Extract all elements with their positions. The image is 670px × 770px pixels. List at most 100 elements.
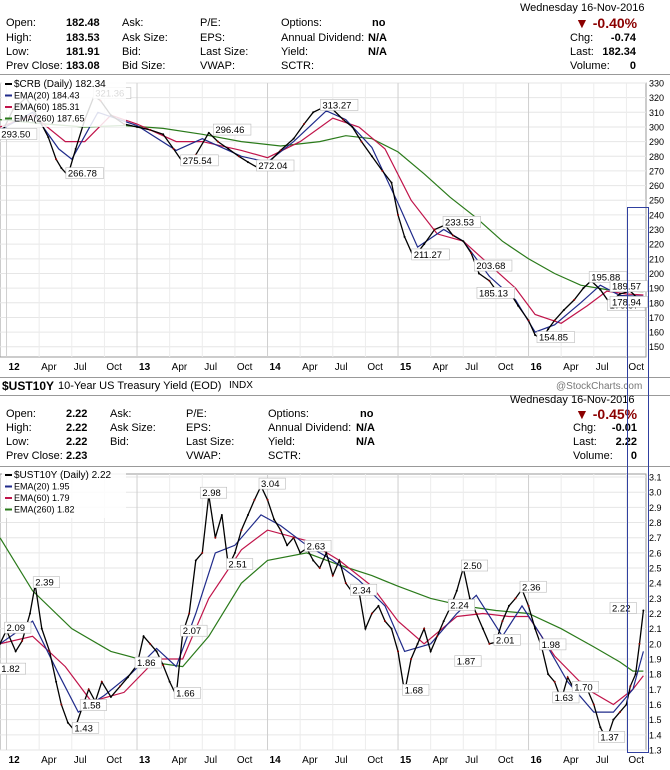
legend-label: EMA(260) 1.82: [14, 505, 75, 515]
x-tick-label: Oct: [106, 362, 122, 373]
y-tick-label: 290: [649, 137, 664, 147]
x-tick-label: Jul: [204, 755, 217, 766]
y-tick-label: 250: [649, 196, 664, 206]
x-tick-label: Jul: [204, 362, 217, 373]
price-point: [634, 673, 637, 676]
annotation-box: [226, 558, 254, 570]
ema60-line: [0, 114, 644, 324]
low-value: 2.22: [66, 436, 88, 448]
x-tick-label: Jul: [465, 362, 478, 373]
stockcharts-watermark[interactable]: @StockCharts.com: [556, 381, 643, 392]
high-value: 183.53: [66, 32, 100, 44]
yield-label: Yield:: [268, 436, 296, 448]
price-point: [240, 529, 243, 532]
annotation-label: 203.68: [476, 261, 505, 272]
legend-label: EMA(20) 184.43: [14, 91, 80, 101]
annotation-box: [609, 602, 637, 614]
annotation-box: [493, 634, 521, 646]
annotation-label: 195.88: [591, 272, 620, 283]
x-tick-label: Jul: [335, 362, 348, 373]
bid-size-label: Bid Size:: [122, 60, 166, 72]
price-annotation: 203.68: [474, 259, 513, 272]
price-annotation: 2.51: [226, 558, 254, 571]
price-point: [55, 680, 58, 683]
low-label: Low:: [6, 46, 30, 58]
price-point: [364, 627, 367, 630]
price-point: [481, 627, 484, 630]
x-tick-label: 12: [9, 362, 21, 373]
y-tick-label: 1.8: [649, 670, 662, 680]
price-point: [216, 140, 219, 143]
y-tick-label: 310: [649, 108, 664, 118]
annotation-box: [536, 331, 575, 343]
y-tick-label: 240: [649, 210, 664, 220]
yield-label: Yield:: [281, 46, 309, 58]
pct-change-value: -0.40%: [592, 15, 638, 31]
price-point: [592, 703, 595, 706]
x-tick-label: 12: [9, 755, 21, 766]
options-label: Options:: [268, 408, 309, 420]
price-annotation: 2.39: [32, 576, 60, 589]
annotation-label: 2.39: [35, 578, 54, 589]
price-point: [312, 559, 315, 562]
ust10y-symbol: $UST10Y: [2, 379, 55, 393]
price-point: [390, 181, 393, 184]
annotation-box: [411, 248, 450, 261]
price-point: [303, 123, 306, 126]
price-point: [397, 650, 400, 653]
annotation-box: [476, 287, 515, 299]
legend-label: $UST10Y (Daily) 2.22: [14, 470, 112, 481]
annotation-label: 1.63: [555, 693, 574, 704]
price-annotation: 185.13: [476, 287, 515, 299]
y-tick-label: 1.7: [649, 685, 662, 695]
price-annotation: 313.27: [320, 99, 359, 111]
price-point: [66, 721, 69, 724]
annotation-label: 211.27: [414, 250, 442, 261]
y-tick-label: 2.8: [649, 518, 662, 528]
ust10y-exchange: INDX: [229, 380, 253, 391]
price-point: [253, 498, 256, 501]
options-label: Options:: [281, 17, 322, 29]
price-point: [612, 718, 615, 721]
down-arrow-icon: ▼: [575, 15, 589, 31]
price-point: [599, 726, 602, 729]
price-point: [60, 703, 63, 706]
x-tick-label: 15: [400, 362, 412, 373]
price-annotation: 3.04: [258, 477, 286, 490]
annotation-label: 2.98: [202, 488, 221, 499]
price-point: [162, 133, 165, 136]
annotation-label: 293.50: [1, 129, 30, 140]
price-point: [136, 125, 139, 128]
price-point: [462, 240, 465, 243]
price-point: [299, 551, 302, 554]
annotation-label: 2.24: [450, 600, 469, 611]
price-point: [342, 118, 345, 121]
x-tick-label: 15: [400, 755, 412, 766]
price-point: [381, 169, 384, 172]
price-point: [625, 703, 628, 706]
y-tick-label: 2.6: [649, 548, 662, 558]
price-point: [279, 149, 282, 152]
price-point: [155, 650, 158, 653]
x-tick-label: 13: [139, 362, 151, 373]
crb-price-chart: 150 160 170 180 190 200 210 220 230 240 250 260 270 2…: [0, 79, 664, 373]
annotation-label: 185.13: [479, 288, 508, 299]
price-point: [377, 604, 380, 607]
price-point: [279, 529, 282, 532]
annotation-label: 272.04: [258, 161, 287, 172]
price-annotation: 2.07: [180, 624, 208, 637]
legend-background: [2, 470, 126, 518]
x-tick-label: Oct: [106, 755, 122, 766]
price-annotation: 2.63: [304, 540, 332, 552]
chg-value: -0.74: [610, 32, 636, 44]
y-tick-label: 3.1: [649, 473, 662, 483]
options-value: no: [360, 408, 374, 420]
price-point: [246, 513, 249, 516]
annotation-box: [65, 167, 104, 179]
legend-label: EMA(20) 1.95: [14, 482, 70, 492]
annotation-label: 1.86: [137, 658, 156, 669]
highlight-box: [627, 207, 649, 753]
price-point: [618, 711, 621, 714]
price-point: [501, 620, 504, 623]
